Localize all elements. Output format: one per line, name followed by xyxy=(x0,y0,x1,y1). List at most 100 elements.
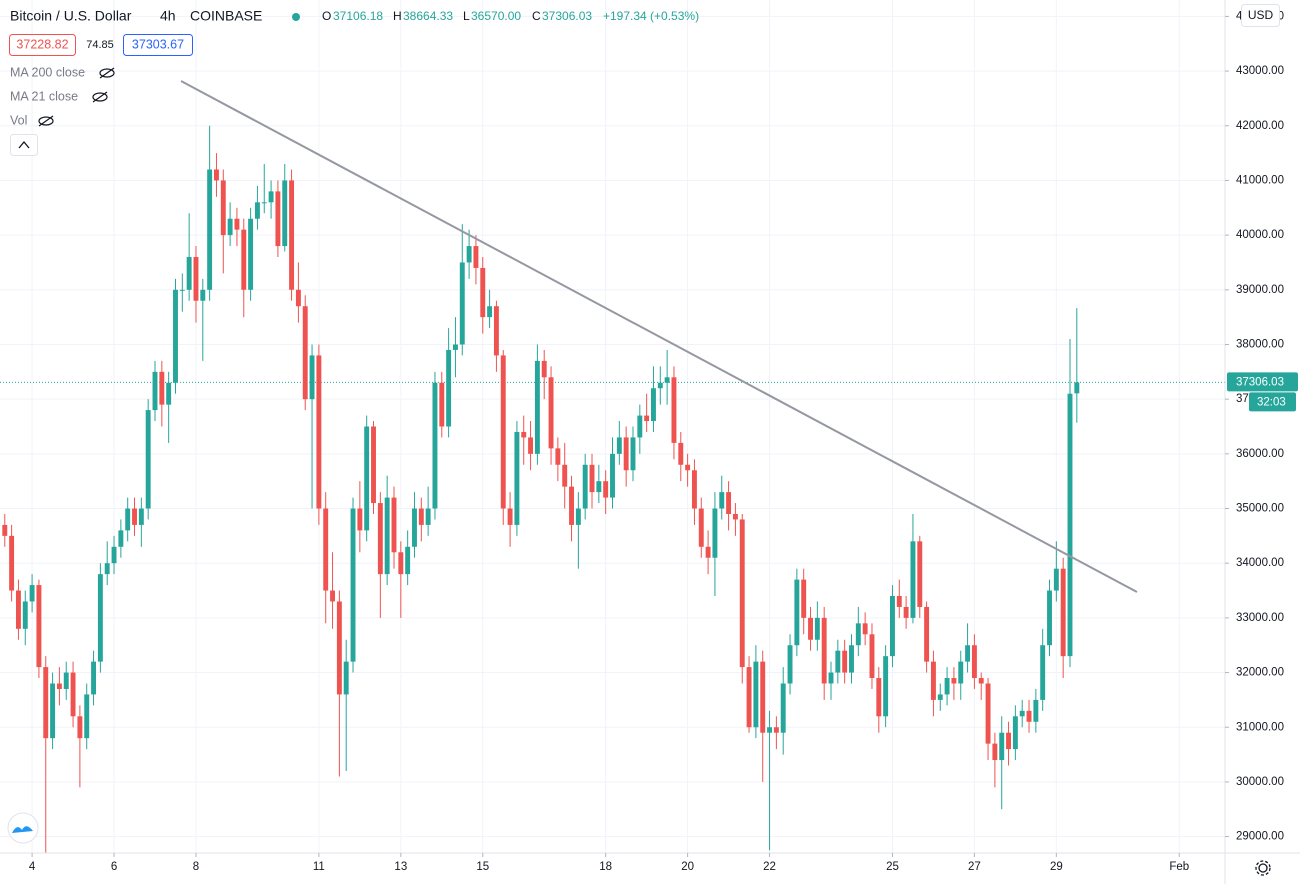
x-tick-label: 27 xyxy=(968,861,981,873)
candle-body xyxy=(145,410,151,509)
candle-body xyxy=(254,202,260,219)
candle-body xyxy=(801,579,807,618)
y-tick-label: 42000.00 xyxy=(1236,120,1284,132)
x-tick-label: 15 xyxy=(476,861,489,873)
candle-body xyxy=(104,563,110,575)
y-tick-label: 30000.00 xyxy=(1236,776,1284,788)
candle-body xyxy=(418,508,424,525)
x-tick-label: 4 xyxy=(29,861,36,873)
candle-body xyxy=(1074,382,1080,394)
y-tick-label: 33000.00 xyxy=(1236,612,1284,624)
candle-body xyxy=(289,180,295,290)
candle-body xyxy=(70,672,76,717)
low-value: 36570.00 xyxy=(471,9,521,23)
candle-body xyxy=(651,388,656,422)
candle-body xyxy=(268,191,274,203)
currency-box[interactable] xyxy=(1241,4,1280,27)
open-label: O xyxy=(322,9,331,23)
indicator: MA 21 close xyxy=(10,89,78,103)
candle-body xyxy=(562,464,568,487)
y-tick-label: 38000.00 xyxy=(1236,339,1284,351)
candle-body xyxy=(1060,568,1066,657)
candle-body xyxy=(152,371,158,411)
candle-body xyxy=(835,650,841,673)
candle-body xyxy=(186,256,192,290)
candle-body xyxy=(295,289,301,307)
candle-body xyxy=(234,218,240,230)
candle-body xyxy=(91,661,97,695)
candle-body xyxy=(712,508,718,558)
candle-body xyxy=(855,623,861,646)
candle-body xyxy=(555,448,561,465)
trend-line xyxy=(180,80,1138,593)
candle-body xyxy=(616,437,622,454)
indicator: Vol xyxy=(10,113,27,127)
candle-body xyxy=(261,202,267,204)
candle-body xyxy=(534,360,540,454)
candle-body xyxy=(985,683,991,744)
candle-body xyxy=(213,169,219,181)
candle-body xyxy=(200,289,206,301)
candle-body xyxy=(398,552,404,575)
y-tick-label: 34000.00 xyxy=(1236,557,1284,569)
candle-body xyxy=(330,590,335,602)
symbol-title: Bitcoin / U.S. Dollar xyxy=(10,8,132,24)
candle-body xyxy=(377,503,383,575)
candle-body xyxy=(521,431,527,438)
candle-body xyxy=(869,634,875,679)
candle-body xyxy=(589,464,595,493)
indicator: MA 200 close xyxy=(10,65,85,79)
x-tick-label: Feb xyxy=(1169,861,1189,873)
candle-body xyxy=(883,656,889,717)
candle-body xyxy=(828,672,834,684)
candle-body xyxy=(917,541,923,607)
candle-body xyxy=(207,169,213,290)
x-tick-label: 22 xyxy=(763,861,776,873)
candle-body xyxy=(459,262,465,345)
y-tick-label: 43000.00 xyxy=(1236,65,1284,77)
candle-body xyxy=(685,464,691,471)
candle-body xyxy=(412,508,417,547)
settings-icon[interactable] xyxy=(1255,860,1271,876)
candle-body xyxy=(405,546,411,575)
candle-body xyxy=(623,437,629,471)
candle-body xyxy=(241,229,247,290)
candle-body xyxy=(732,513,738,520)
close-label: C xyxy=(532,9,541,23)
y-tick-label: 35000.00 xyxy=(1236,503,1284,515)
bid-box[interactable] xyxy=(9,34,76,56)
spread: 74.85 xyxy=(86,39,114,51)
candle-body xyxy=(794,579,800,646)
candle-body xyxy=(924,606,930,662)
candle-body xyxy=(630,437,636,471)
candle-body xyxy=(282,180,288,247)
candle-body xyxy=(364,426,370,531)
collapse-icon xyxy=(18,140,30,149)
candle-body xyxy=(63,672,69,689)
low-label: L xyxy=(463,9,470,23)
y-tick-label: 32000.00 xyxy=(1236,667,1284,679)
candle-body xyxy=(166,382,172,405)
candle-body xyxy=(862,623,868,635)
candle-body xyxy=(1006,732,1012,750)
ask-box[interactable] xyxy=(123,34,193,56)
candle-body xyxy=(487,306,493,318)
candle-body xyxy=(84,694,90,739)
candle-body xyxy=(1047,590,1052,646)
x-tick-label: 13 xyxy=(394,861,407,873)
candle-body xyxy=(814,617,820,640)
candle-body xyxy=(678,442,684,465)
candle-body xyxy=(1053,568,1059,591)
candle-body xyxy=(691,470,697,509)
logo[interactable] xyxy=(7,812,39,844)
candle-body xyxy=(425,508,431,525)
candle-body xyxy=(821,617,827,684)
candle-body xyxy=(999,732,1005,761)
countdown-tag xyxy=(1249,392,1296,412)
candle-body xyxy=(9,535,15,591)
collapse-button[interactable] xyxy=(10,134,38,156)
candle-body xyxy=(446,349,452,427)
candle-body xyxy=(309,355,315,400)
candle-body xyxy=(746,667,752,728)
